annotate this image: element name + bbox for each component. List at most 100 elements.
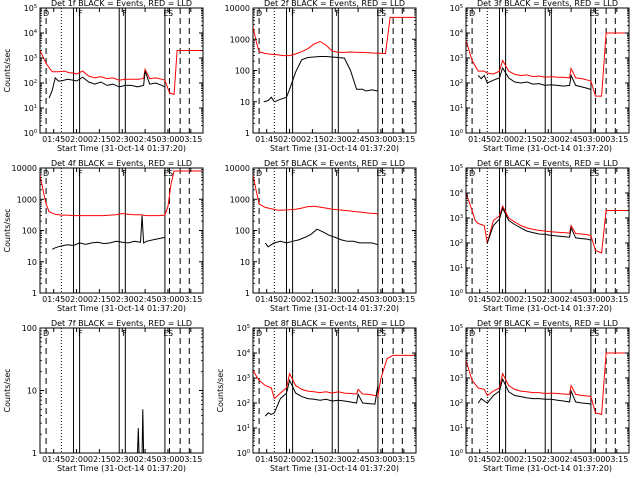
flag-label-f: F [78, 329, 83, 338]
flag-label-f: F [291, 169, 296, 178]
flag-label-e: E [163, 169, 168, 178]
x-tick-label: 02:15 [88, 295, 111, 304]
x-tick-label: 03:15 [605, 295, 628, 304]
y-tick-label: 100 [237, 449, 250, 458]
flag-label-f: F [335, 9, 340, 18]
x-tick-label: 02:15 [514, 455, 537, 464]
chart-title: Det 4f BLACK = Events, RED = LLD [51, 160, 192, 168]
x-tick-label: 02:00 [491, 135, 514, 144]
y-tick-label: 100 [22, 324, 37, 333]
series-lld-line-1 [466, 352, 629, 416]
x-tick-label: 03:15 [392, 295, 415, 304]
y-tick-label: 102 [450, 79, 463, 88]
x-tick-label: 01:45 [255, 295, 278, 304]
series-events-line-2 [51, 215, 165, 250]
chart-title: Det 6f BLACK = Events, RED = LLD [477, 160, 618, 168]
x-tick-label: 01:45 [468, 455, 491, 464]
flag-label-f: F [291, 9, 296, 18]
x-tick-label: 03:00 [369, 295, 392, 304]
plot-frame [39, 167, 204, 294]
plot-frame [252, 167, 417, 294]
flag-label-s: S [168, 169, 173, 178]
y-tick-label: 101 [237, 424, 250, 433]
flag-label-f: F [122, 9, 127, 18]
x-axis-label: Start Time (31-Oct-14 01:37:20) [57, 304, 186, 313]
chart-title: Det 9f BLACK = Events, RED = LLD [477, 320, 618, 328]
x-tick-label: 03:15 [179, 135, 202, 144]
y-tick-label: 105 [450, 164, 463, 173]
flag-label-s: S [168, 329, 173, 338]
x-tick-label: 01:45 [255, 135, 278, 144]
flag-label-f: F [504, 329, 509, 338]
y-tick-label: 102 [237, 399, 250, 408]
flag-label-f: F [548, 9, 553, 18]
x-tick-label: 02:00 [65, 295, 88, 304]
x-tick-label: 02:15 [514, 295, 537, 304]
y-tick-label: 101 [24, 104, 37, 113]
x-tick-label: 02:00 [65, 455, 88, 464]
y-tick-label: 105 [24, 4, 37, 13]
flag-label-e: E [376, 169, 381, 178]
y-tick-label: 100 [235, 67, 250, 76]
y-tick-label: 105 [237, 324, 250, 333]
plot-area [466, 168, 629, 293]
flag-label-e: E [589, 169, 594, 178]
chart-title: Det 8f BLACK = Events, RED = LLD [264, 320, 405, 328]
plot-frame [39, 327, 204, 454]
series-events-line-2 [477, 66, 592, 90]
y-tick-label: 104 [24, 29, 37, 38]
y-tick-label: 1 [32, 449, 37, 458]
x-tick-label: 02:30 [111, 455, 134, 464]
x-tick-label: 02:45 [134, 295, 157, 304]
x-tick-label: 02:00 [65, 135, 88, 144]
x-tick-label: 02:30 [111, 135, 134, 144]
x-axis-label: Start Time (31-Oct-14 01:37:20) [270, 144, 399, 153]
y-tick-label: 10000 [225, 164, 250, 173]
y-tick-label: 10000 [12, 164, 37, 173]
x-tick-label: 01:45 [42, 455, 65, 464]
flag-label-s: S [594, 9, 599, 18]
plot-area [45, 328, 190, 453]
x-tick-label: 03:00 [156, 135, 179, 144]
x-tick-label: 03:15 [392, 135, 415, 144]
series-events-line-2 [48, 70, 166, 99]
x-tick-label: 02:15 [301, 135, 324, 144]
x-axis-label: Start Time (31-Oct-14 01:37:20) [483, 144, 612, 153]
x-tick-label: 02:30 [537, 135, 560, 144]
flag-label-s: S [594, 329, 599, 338]
x-tick-label: 02:30 [324, 455, 347, 464]
y-tick-label: 100 [235, 227, 250, 236]
flag-label-f: F [548, 329, 553, 338]
x-tick-label: 03:15 [392, 455, 415, 464]
y-tick-label: 102 [450, 399, 463, 408]
series-events-line-1 [137, 428, 140, 453]
y-tick-label: 100 [24, 129, 37, 138]
y-tick-label: 103 [450, 374, 463, 383]
y-axis-label: Counts/sec [3, 48, 12, 92]
plot-frame [465, 167, 630, 294]
flag-label-s: S [381, 169, 386, 178]
y-tick-label: 1000 [17, 195, 37, 204]
y-tick-label: 10 [240, 98, 250, 107]
x-tick-label: 02:30 [111, 295, 134, 304]
x-tick-label: 03:00 [582, 295, 605, 304]
y-tick-label: 101 [450, 424, 463, 433]
series-events-line-2 [141, 409, 145, 453]
x-tick-label: 02:00 [278, 295, 301, 304]
x-tick-label: 02:15 [301, 295, 324, 304]
y-tick-label: 101 [450, 104, 463, 113]
flag-label-f: F [504, 169, 509, 178]
x-tick-label: 02:45 [134, 135, 157, 144]
flag-label-d: D [469, 329, 475, 338]
x-tick-label: 02:45 [560, 455, 583, 464]
x-axis-label: Start Time (31-Oct-14 01:37:20) [483, 304, 612, 313]
flag-label-e: E [376, 9, 381, 18]
y-axis-label: Counts/sec [3, 368, 12, 412]
flag-label-f: F [335, 169, 340, 178]
series-events-line-2 [264, 378, 379, 417]
